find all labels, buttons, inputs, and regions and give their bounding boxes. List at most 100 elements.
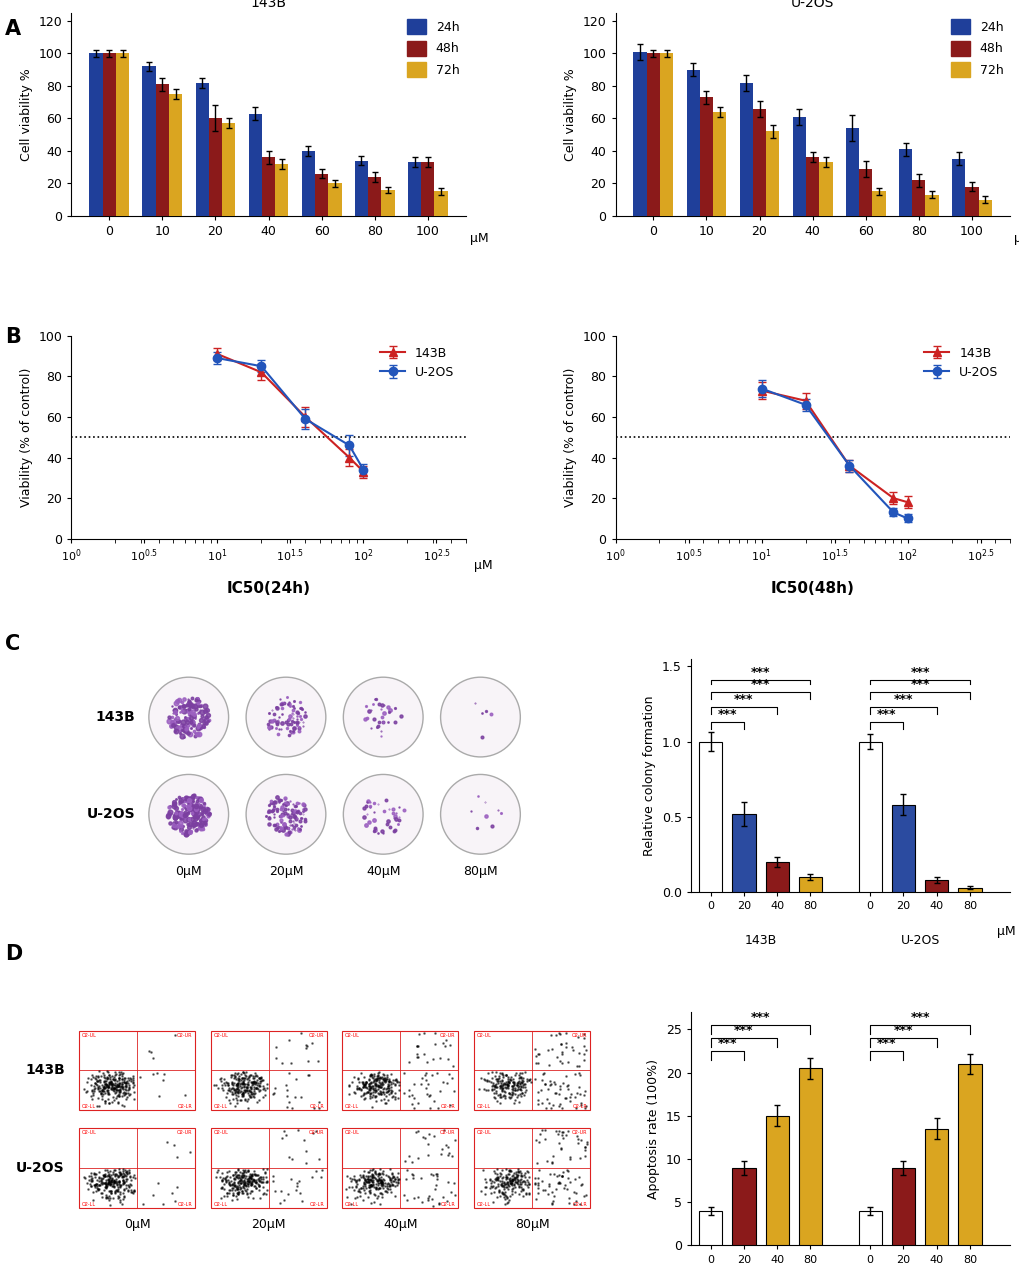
Point (538, 1150, 554, 1171)
Point (368, 1076, 384, 1097)
Point (242, 1166, 258, 1186)
Point (250, 1165, 266, 1185)
Point (502, 1161, 519, 1181)
Point (368, 1075, 384, 1095)
Point (236, 1172, 253, 1193)
Bar (924, 195, 937, 216)
Point (408, 1121, 424, 1141)
Bar (765, 862, 788, 892)
Point (313, 1167, 329, 1188)
Point (103, 1170, 119, 1190)
Point (224, 1185, 240, 1206)
Point (219, 1183, 235, 1203)
Point (76, 1079, 93, 1099)
Point (371, 1071, 387, 1091)
Point (362, 1077, 378, 1098)
Point (232, 1081, 249, 1102)
Point (561, 1149, 578, 1170)
Point (345, 1180, 362, 1201)
Point (368, 1174, 384, 1194)
Point (373, 1090, 389, 1111)
Point (249, 1066, 265, 1086)
Point (235, 1171, 252, 1192)
Point (373, 1084, 389, 1104)
Point (380, 1080, 396, 1100)
Point (491, 1186, 507, 1207)
Point (362, 1084, 378, 1104)
Point (113, 1077, 129, 1098)
Point (293, 1192, 310, 1212)
Point (527, 1130, 543, 1150)
Text: 143B: 143B (25, 1063, 65, 1077)
Point (111, 1159, 127, 1180)
Point (84, 1080, 100, 1100)
Point (434, 1032, 450, 1053)
Point (291, 1183, 308, 1203)
Point (384, 1086, 400, 1107)
Point (515, 1180, 531, 1201)
Point (243, 1079, 259, 1099)
Bar (262, 158, 275, 216)
Point (218, 1162, 234, 1183)
Point (491, 1076, 507, 1097)
Point (215, 1186, 231, 1207)
Point (363, 1076, 379, 1097)
Point (240, 1159, 257, 1180)
Point (310, 1050, 326, 1071)
Point (99, 1068, 115, 1089)
Point (250, 1079, 266, 1099)
Point (252, 1068, 268, 1089)
Point (575, 1036, 591, 1057)
Point (251, 1076, 267, 1097)
Point (102, 1194, 118, 1215)
Text: U-2OS: U-2OS (16, 1161, 65, 1175)
Point (382, 1175, 398, 1195)
Point (372, 1084, 388, 1104)
Point (98, 1176, 114, 1197)
Point (547, 1025, 564, 1045)
Point (503, 1076, 520, 1097)
Point (359, 1186, 375, 1207)
Point (569, 1027, 585, 1048)
Point (218, 1072, 234, 1093)
Point (576, 1044, 592, 1064)
Point (259, 1171, 275, 1192)
Point (240, 1070, 257, 1090)
Bar (169, 94, 182, 216)
Point (230, 1171, 247, 1192)
Point (110, 1093, 126, 1113)
Text: O2-UL: O2-UL (476, 1032, 491, 1037)
Point (93, 1172, 109, 1193)
Point (286, 1088, 303, 1108)
Point (116, 1072, 132, 1093)
Text: O2-LL: O2-LL (344, 1202, 359, 1207)
Point (410, 1093, 426, 1113)
Point (369, 1068, 385, 1089)
Bar (964, 186, 977, 216)
Point (213, 1188, 229, 1208)
Point (102, 1180, 118, 1201)
Point (85, 1181, 101, 1202)
Point (351, 1170, 367, 1190)
Point (237, 1066, 254, 1086)
Point (502, 1172, 519, 1193)
Point (511, 1072, 527, 1093)
Point (176, 1085, 193, 1106)
Point (95, 1084, 111, 1104)
Point (252, 1080, 268, 1100)
Point (359, 1168, 375, 1189)
Point (364, 1167, 380, 1188)
Point (120, 1068, 137, 1089)
Bar (951, 159, 964, 216)
Bar (79, 1127, 195, 1207)
Point (436, 1036, 452, 1057)
Point (493, 1070, 510, 1090)
Point (363, 1066, 379, 1086)
Point (504, 1068, 521, 1089)
Text: ***: *** (717, 709, 737, 722)
Point (510, 1171, 526, 1192)
Point (377, 1181, 393, 1202)
Point (378, 1067, 394, 1088)
Point (105, 1075, 121, 1095)
Point (549, 1174, 566, 1194)
